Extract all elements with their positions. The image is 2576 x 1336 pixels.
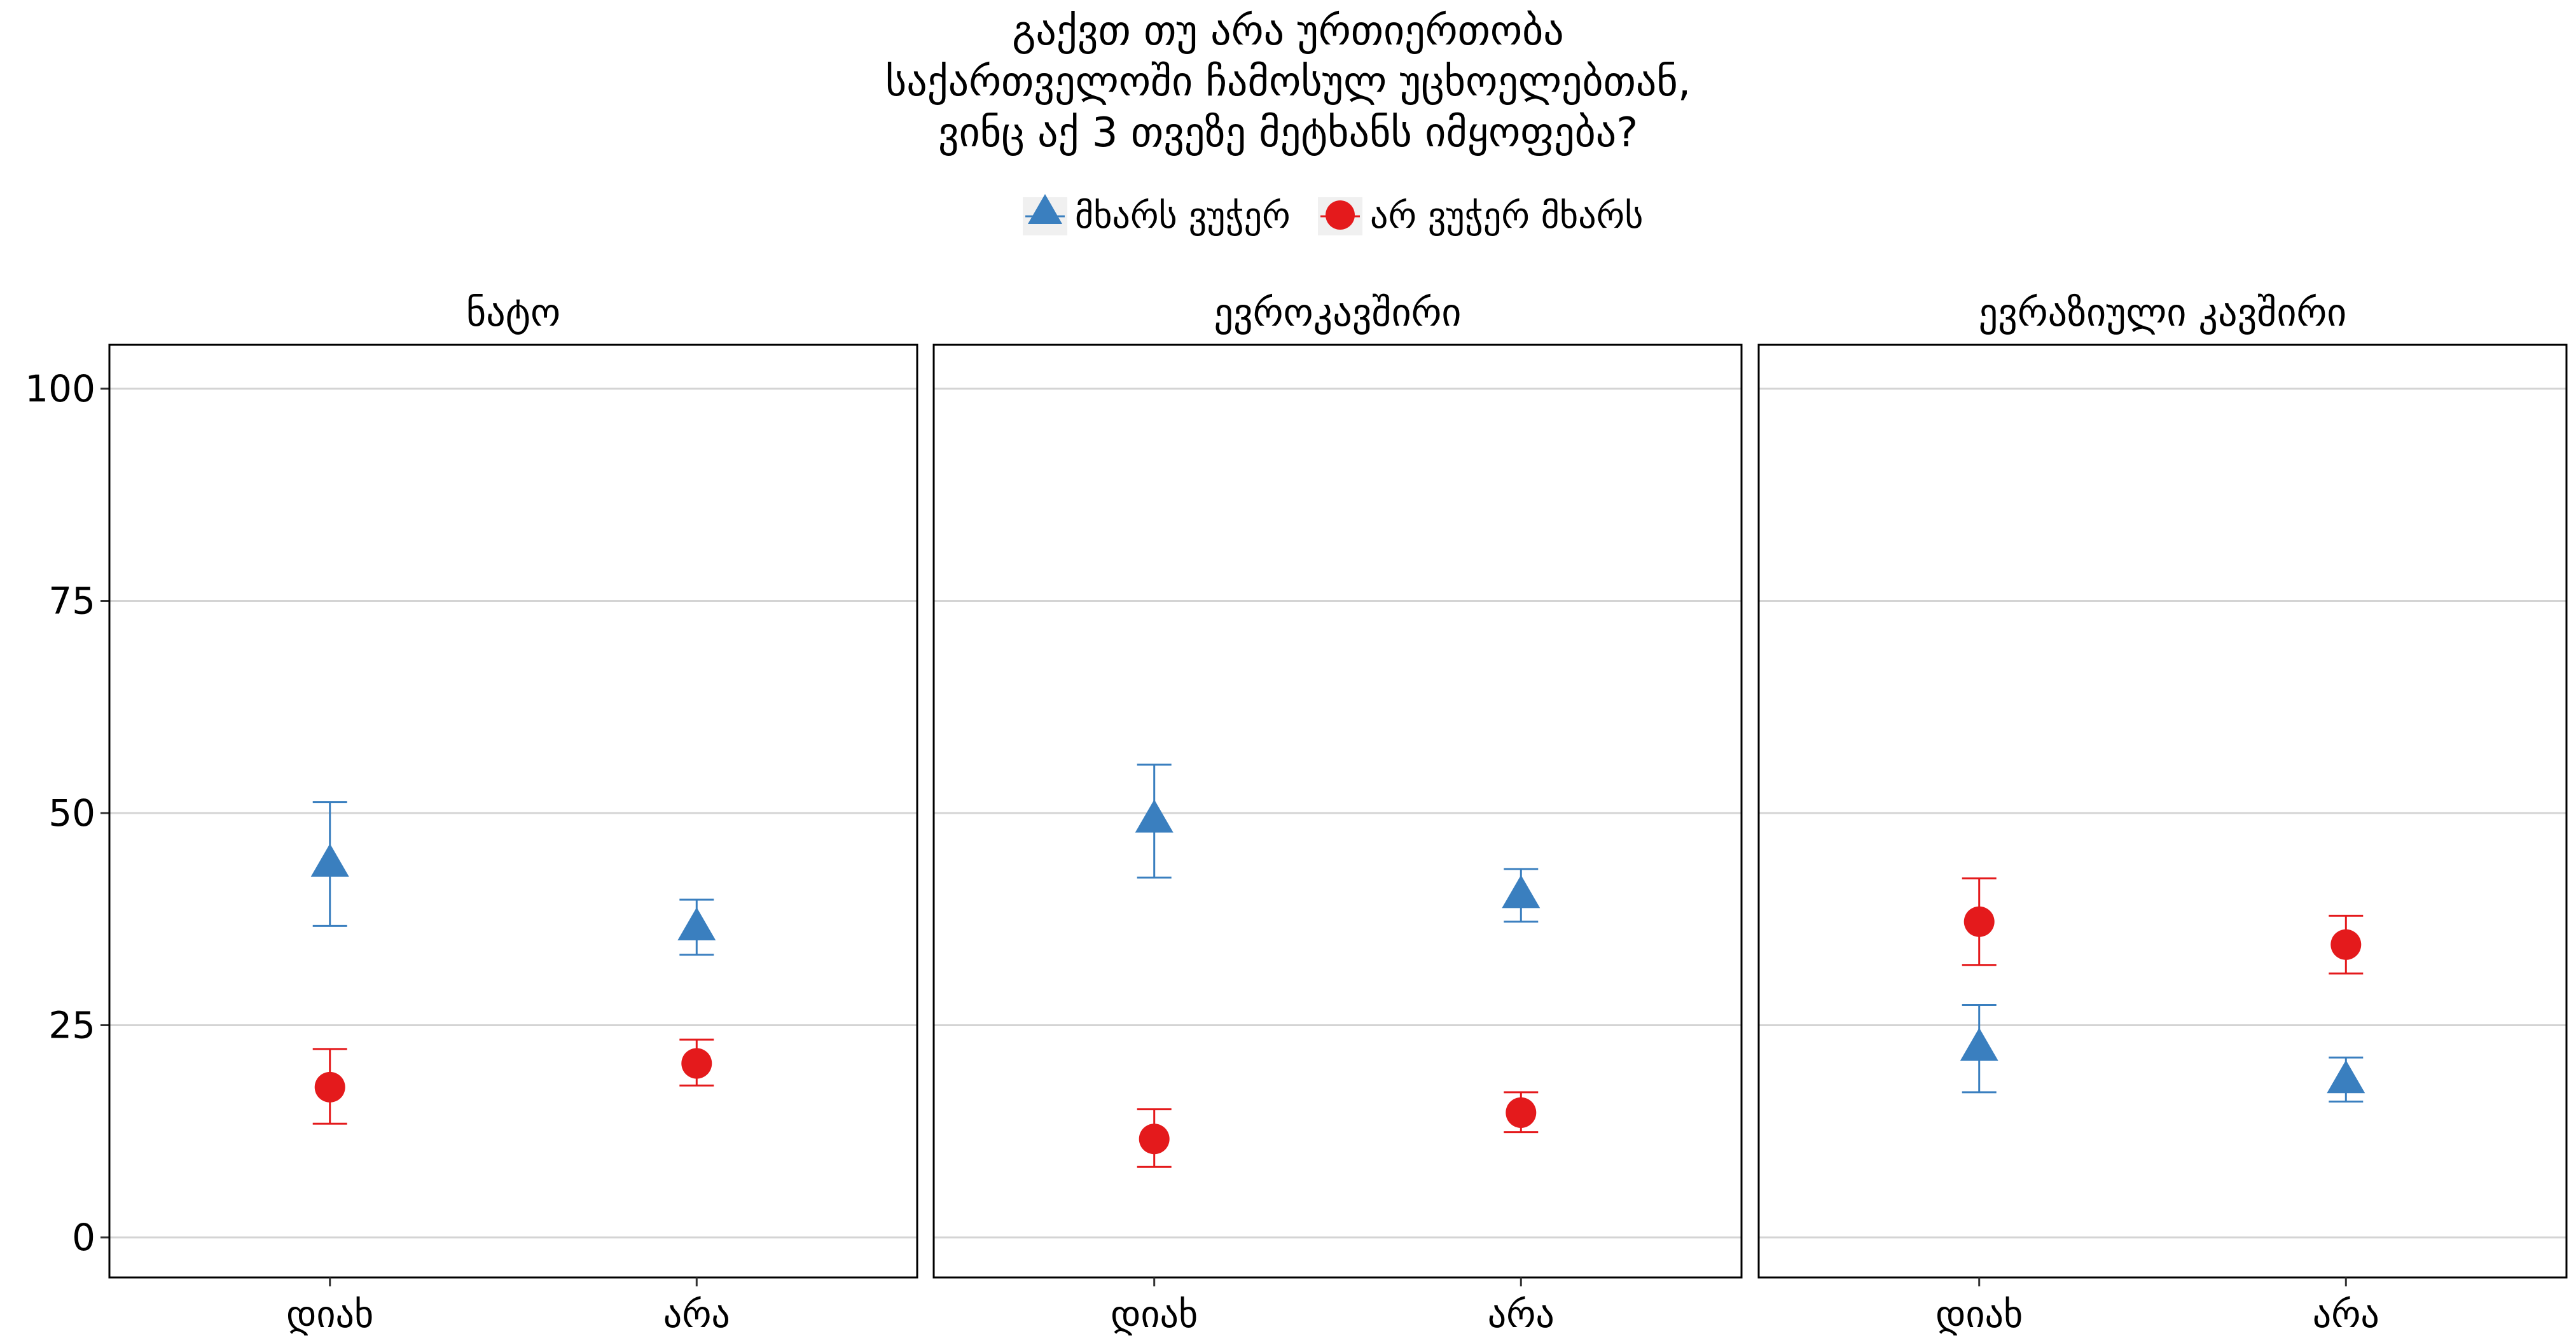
y-tick-label: 25 (48, 1004, 95, 1047)
panel-1: ნატო დიახ არა (108, 291, 918, 1336)
chart-title-line-2: საქართველოში ჩამოსულ უცხოელებთან, (885, 59, 1691, 106)
panel-title: ნატო (466, 291, 560, 335)
y-axis: 0 25 50 75 100 (25, 367, 109, 1259)
data-point-circle (1963, 906, 1995, 937)
panel-title: ევროკავშირი (1214, 291, 1462, 335)
chart-title: გაქვთ თუ არა ურთიერთობა საქართველოში ჩამ… (885, 8, 1691, 157)
x-tick-label: არა (663, 1293, 730, 1336)
panel-title: ევრაზიული კავშირი (1979, 291, 2347, 335)
data-point-circle (681, 1048, 712, 1079)
legend-label-support: მხარს ვუჭერ (1075, 195, 1291, 237)
y-tick-label: 100 (25, 367, 95, 410)
chart-title-line-1: გაქვთ თუ არა ურთიერთობა (1012, 8, 1564, 55)
legend-key-triangle-icon (1028, 194, 1062, 224)
data-point-triangle (677, 907, 716, 941)
panel-border (932, 344, 1743, 1279)
panel-3: ევრაზიული კავშირი დიახ არა (1757, 291, 2568, 1336)
data-point-triangle (2327, 1060, 2365, 1094)
data-point-circle (1139, 1124, 1170, 1155)
data-point-circle (2330, 929, 2362, 960)
panel-border (1757, 344, 2568, 1279)
data-point-triangle (1502, 875, 1541, 908)
panel-2: ევროკავშირი დიახ არა (932, 291, 1743, 1336)
y-tick-label: 0 (72, 1216, 95, 1259)
x-tick-label: არა (2313, 1293, 2379, 1336)
x-tick-label: დიახ (1111, 1293, 1198, 1336)
y-tick-label: 75 (48, 580, 95, 623)
legend-key-circle-icon (1326, 200, 1355, 230)
data-point-circle (1506, 1097, 1537, 1128)
data-point-triangle (310, 844, 349, 877)
legend-label-oppose: არ ვუჭერ მხარს (1370, 195, 1644, 237)
y-tick-label: 50 (48, 791, 95, 835)
x-tick-label: დიახ (1935, 1293, 2023, 1336)
data-point-triangle (1960, 1027, 1998, 1061)
data-point-circle (314, 1071, 345, 1103)
panel-border (108, 344, 918, 1279)
legend: მხარს ვუჭერ არ ვუჭერ მხარს (1023, 194, 1644, 237)
chart-title-line-3: ვინც აქ 3 თვეზე მეტხანს იმყოფება? (938, 109, 1638, 157)
x-tick-label: დიახ (286, 1293, 373, 1336)
data-point-triangle (1135, 799, 1174, 833)
x-tick-label: არა (1488, 1293, 1555, 1336)
